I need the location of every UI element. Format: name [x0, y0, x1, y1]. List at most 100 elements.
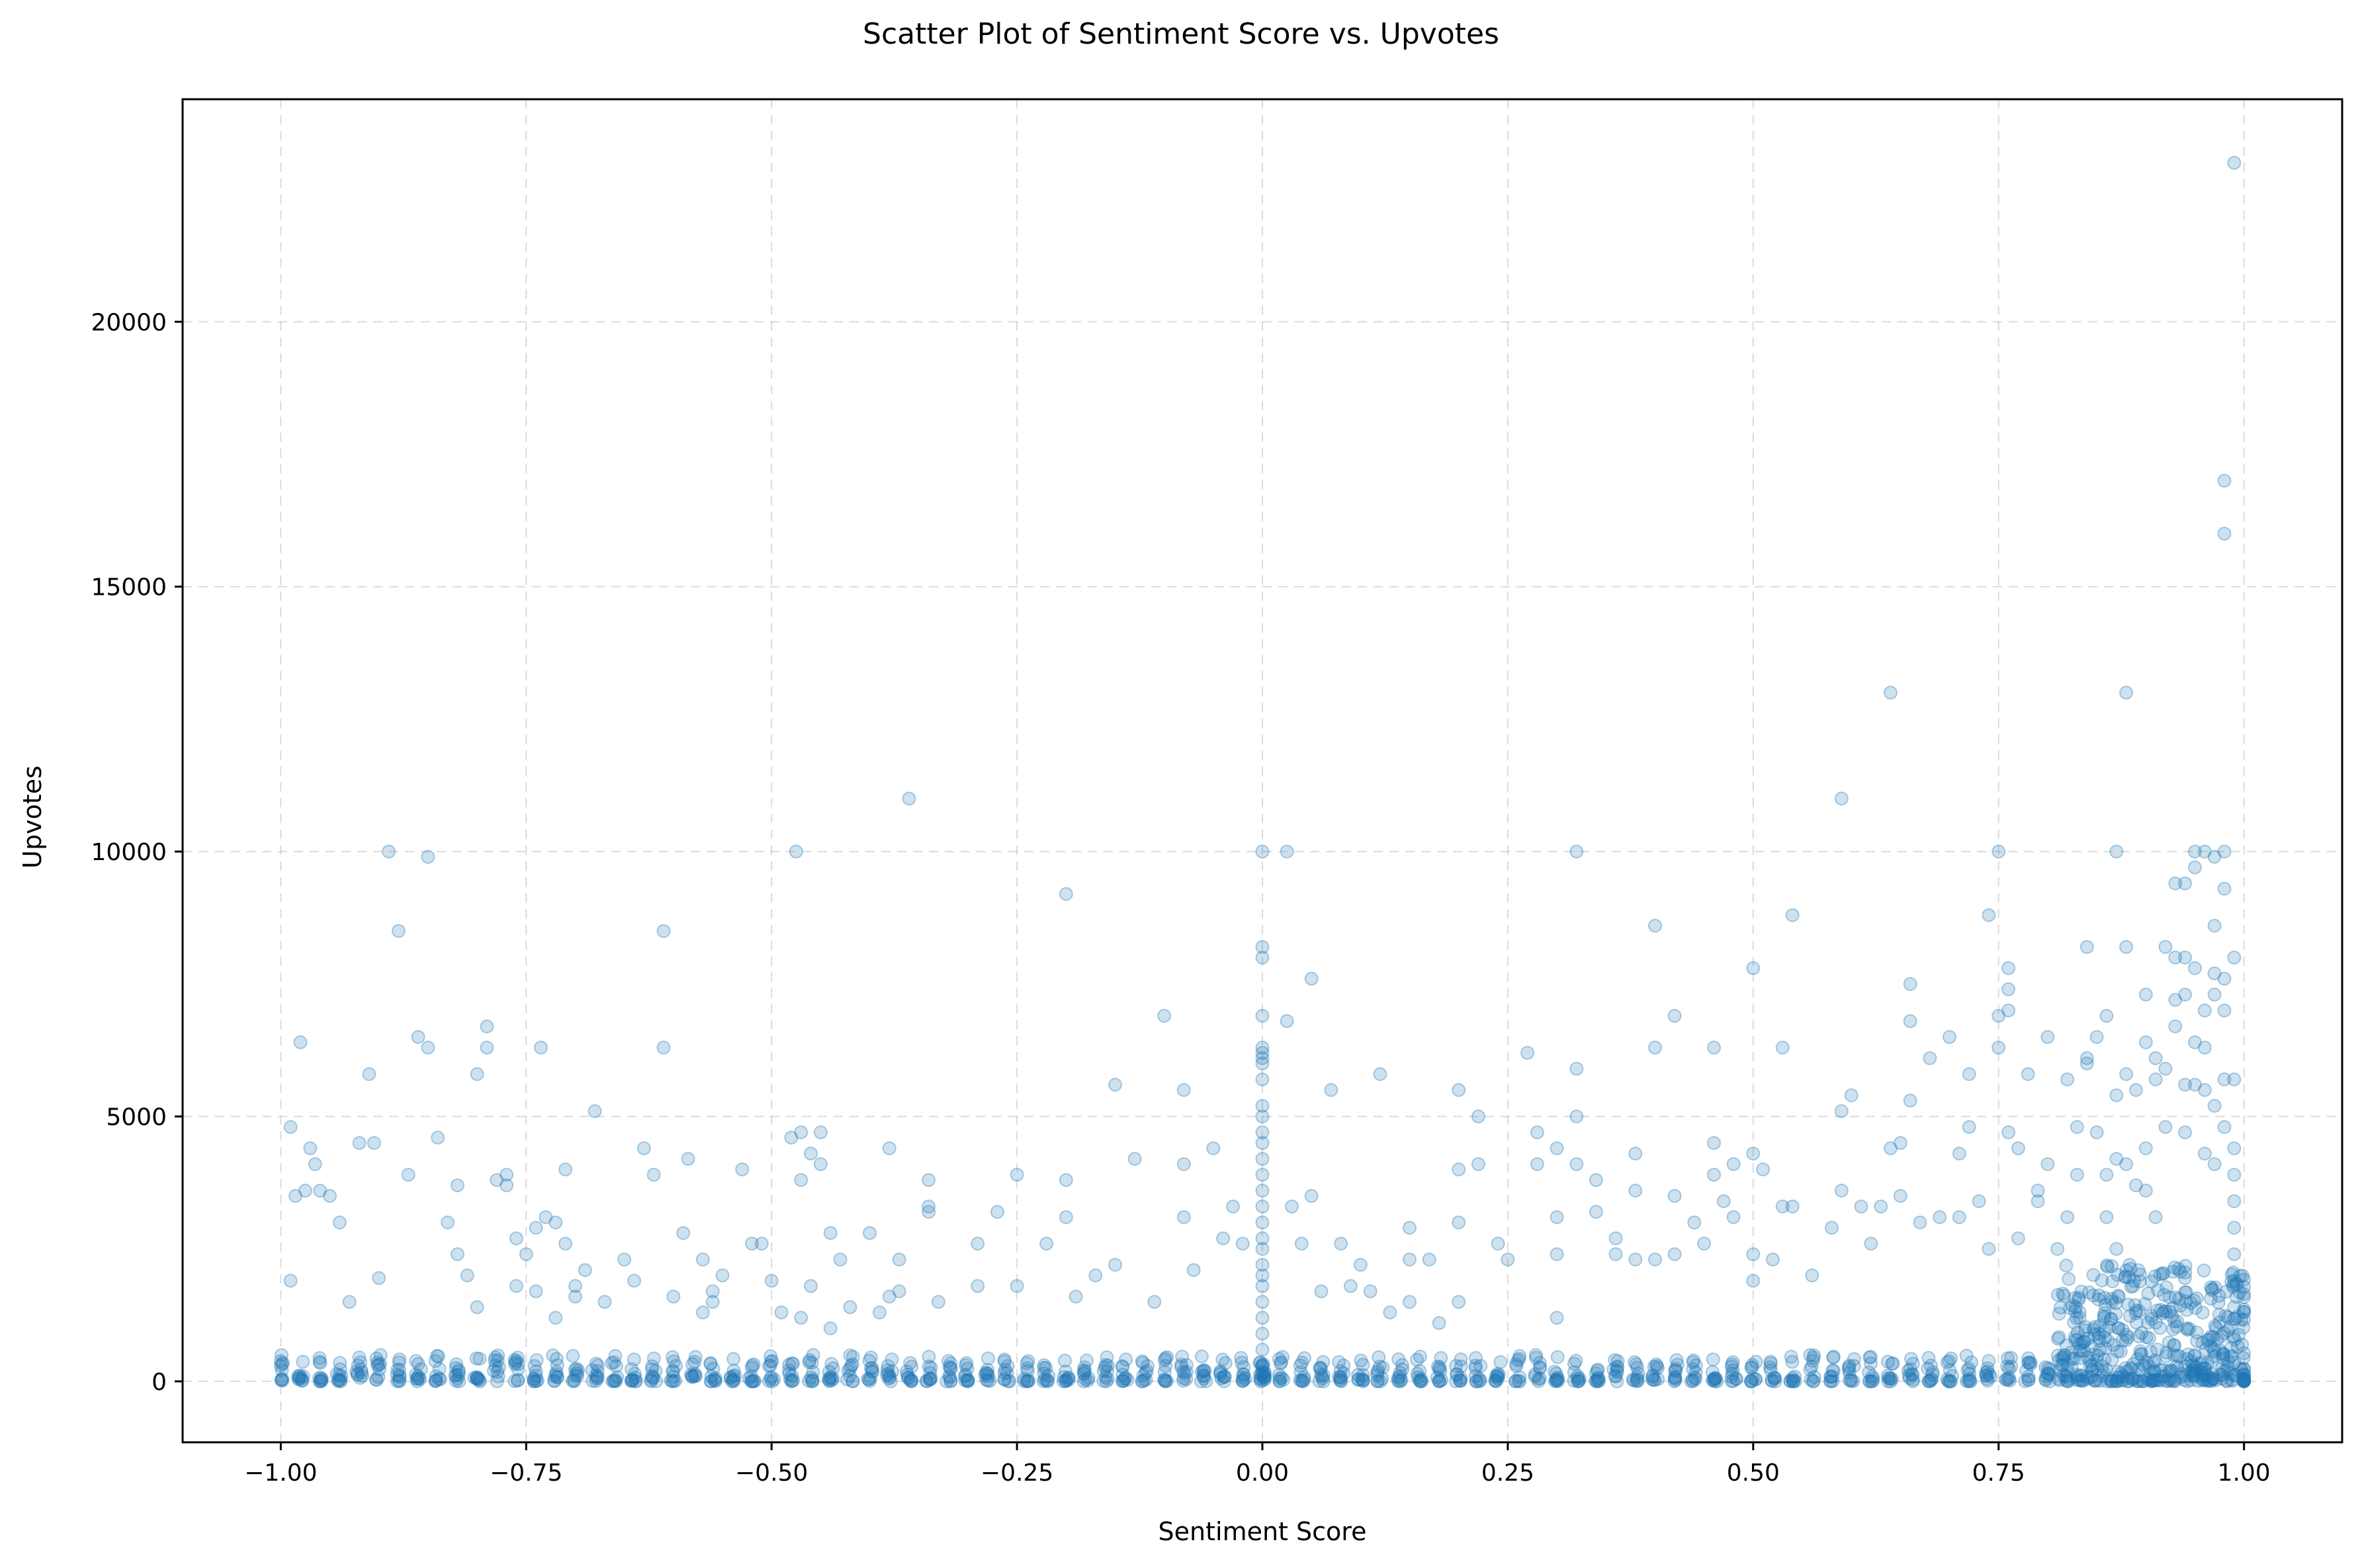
scatter-point [1533, 1360, 1548, 1375]
y-tick-label: 15000 [91, 574, 167, 601]
scatter-point [511, 1373, 525, 1387]
scatter-point [2119, 685, 2134, 700]
scatter-point [500, 1168, 514, 1182]
scatter-point [703, 1374, 718, 1389]
scatter-point [367, 1136, 381, 1151]
scatter-point [371, 1370, 386, 1385]
scatter-point [2121, 1374, 2135, 1389]
scatter-point [2052, 1373, 2067, 1387]
scatter-point [1198, 1364, 1212, 1378]
scatter-point [882, 1141, 897, 1156]
scatter-point [2082, 1285, 2097, 1299]
scatter-point [1628, 1147, 1643, 1161]
scatter-point [2207, 966, 2222, 980]
scatter-point [2122, 1258, 2137, 1272]
scatter-point [1255, 1040, 1270, 1055]
scatter-point [2119, 1263, 2134, 1278]
scatter-point [1647, 1373, 1662, 1387]
scatter-point [1041, 1368, 1056, 1383]
scatter-point [1962, 1362, 1976, 1376]
scatter-point [805, 1372, 820, 1387]
scatter-point [843, 1369, 857, 1383]
scatter-point [2167, 1373, 2181, 1387]
scatter-point [724, 1374, 739, 1389]
scatter-point [1550, 1311, 1564, 1325]
scatter-point [2148, 1373, 2163, 1388]
scatter-point [1100, 1364, 1115, 1379]
scatter-point [1473, 1373, 1487, 1387]
scatter-point [2109, 1088, 2124, 1102]
y-tick-label: 5000 [106, 1104, 167, 1131]
scatter-point [2097, 1352, 2112, 1367]
scatter-point [1726, 1210, 1741, 1225]
scatter-point [2056, 1368, 2070, 1383]
scatter-point [1631, 1366, 1645, 1381]
scatter-point [2111, 1344, 2124, 1359]
scatter-point [1788, 1374, 1802, 1389]
scatter-point [373, 1357, 388, 1372]
scatter-point [2156, 1306, 2170, 1321]
scatter-point [822, 1365, 836, 1379]
scatter-point [899, 1364, 914, 1379]
scatter-point [2227, 1168, 2242, 1182]
scatter-point [666, 1370, 681, 1384]
scatter-point [1648, 1040, 1662, 1055]
scatter-point [2079, 939, 2094, 954]
scatter-point [1786, 1374, 1800, 1389]
scatter-point [1037, 1372, 1052, 1387]
scatter-point [1923, 1051, 1937, 1065]
scatter-point [472, 1352, 487, 1366]
scatter-point [1140, 1364, 1154, 1378]
scatter-point [1196, 1363, 1211, 1377]
scatter-point [2022, 1356, 2036, 1370]
scatter-point [865, 1364, 880, 1379]
scatter-point [2139, 1355, 2154, 1370]
scatter-point [1194, 1374, 1208, 1389]
scatter-point [1115, 1368, 1130, 1382]
scatter-point [1999, 1372, 2014, 1387]
scatter-point [2101, 1333, 2115, 1348]
scatter-point [1363, 1284, 1378, 1299]
scatter-point [703, 1356, 718, 1370]
scatter-point [2075, 1373, 2089, 1388]
scatter-point [1923, 1358, 1938, 1373]
scatter-point [2085, 1358, 2099, 1372]
scatter-point [350, 1366, 365, 1381]
scatter-point [291, 1369, 306, 1383]
scatter-point [1235, 1373, 1250, 1387]
scatter-point [703, 1356, 718, 1371]
scatter-point [805, 1373, 820, 1388]
scatter-point [1351, 1368, 1366, 1382]
scatter-point [746, 1357, 761, 1372]
scatter-point [472, 1373, 486, 1387]
scatter-point [2133, 1268, 2147, 1282]
scatter-point [726, 1372, 741, 1387]
scatter-point [803, 1353, 817, 1368]
scatter-point [822, 1372, 836, 1386]
scatter-point [2059, 1373, 2074, 1388]
scatter-point [1356, 1372, 1370, 1387]
scatter-point [2188, 1078, 2202, 1092]
scatter-point [2060, 1364, 2075, 1379]
scatter-point [2193, 1356, 2207, 1371]
scatter-point [450, 1178, 464, 1193]
scatter-point [2119, 1157, 2134, 1172]
scatter-point [1763, 1363, 1778, 1377]
scatter-point [1293, 1373, 1307, 1387]
scatter-point [1449, 1374, 1464, 1389]
scatter-point [2207, 1157, 2222, 1172]
scatter-point [2217, 971, 2232, 986]
scatter-point [806, 1348, 820, 1362]
scatter-point [1432, 1374, 1447, 1389]
scatter-point [409, 1354, 423, 1368]
scatter-point [2079, 1051, 2094, 1065]
scatter-point [1708, 1374, 1722, 1389]
scatter-point [589, 1368, 603, 1383]
scatter-point [2070, 1168, 2084, 1182]
scatter-point [1493, 1355, 1508, 1370]
scatter-point [961, 1373, 975, 1387]
scatter-point [294, 1373, 309, 1387]
scatter-point [1108, 1078, 1122, 1092]
scatter-point [2119, 1067, 2134, 1081]
scatter-point [1020, 1374, 1034, 1388]
